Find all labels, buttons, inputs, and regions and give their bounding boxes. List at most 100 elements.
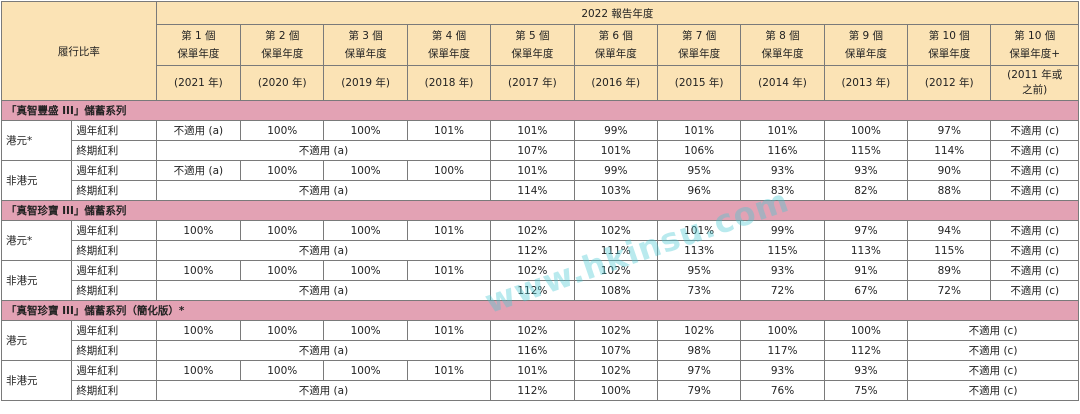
policy-year-header: 第 6 個保單年度 [573,24,658,66]
bonus-type-label: 終期紅利 [71,140,157,161]
policy-year-label: 保單年度 [344,48,387,60]
ratio-cell: 102% [573,220,658,241]
not-applicable-cell: 不適用 (a) [155,340,492,361]
bonus-type-label: 週年紅利 [71,160,157,181]
ratio-cell: 不適用 (c) [990,260,1079,281]
ratio-cell: 73% [656,280,742,301]
section-title: 「真智豐盛 III」儲蓄系列 [1,100,1079,121]
ratio-cell: 101% [406,260,492,281]
policy-year-header: 第 3 個保單年度 [323,24,408,66]
ratio-cell: 106% [656,140,742,161]
ratio-cell: 114% [490,180,575,201]
ratio-cell: 113% [823,240,909,261]
ratio-cell: 100% [406,160,492,181]
ratio-cell: 99% [573,160,658,181]
ratio-cell: 72% [740,280,825,301]
ratio-cell: 102% [490,260,575,281]
policy-year-number: 第 7 個 [681,30,717,42]
calendar-year-header: (2014 年) [740,65,825,101]
ratio-cell: 不適用 (a) [155,120,242,141]
calendar-year: (2018 年) [424,76,474,89]
ratio-cell: 101% [490,360,575,381]
ratio-cell: 100% [240,160,325,181]
ratio-cell: 83% [740,180,825,201]
ratio-cell: 100% [323,120,408,141]
ratio-cell: 不適用 (c) [990,220,1079,241]
policy-year-label: 保單年度 [261,48,304,60]
section-header-row: 「真智珍寶 III」儲蓄系列 [1,200,1079,221]
ratio-cell: 96% [656,180,742,201]
policy-year-label: 保單年度 [177,48,220,60]
ratio-cell: 97% [907,120,992,141]
terminal-bonus-row: 終期紅利 不適用 (a) 112% 100% 79% 76% 75% 不適用 (c) [2,380,1079,401]
calendar-year: (2012 年) [924,76,974,89]
ratio-cell: 102% [656,320,742,341]
section-header-row: 「真智豐盛 III」儲蓄系列 [1,100,1079,121]
policy-year-number: 第 10 個 [1014,30,1056,42]
bonus-type-label: 週年紅利 [71,220,157,241]
ratio-cell: 107% [573,340,658,361]
ratio-cell: 100% [155,360,242,381]
ratio-cell: 101% [406,360,492,381]
report-year-header: 2022 報告年度 [155,1,1080,25]
ratio-cell: 91% [823,260,909,281]
ratio-cell: 不適用 (c) [990,160,1079,181]
annual-bonus-row: 非港元 週年紅利 不適用 (a) 100% 100% 100% 101% 99% 95% 93% 9… [0,160,1079,201]
policy-year-header: 第 9 個保單年度 [823,24,909,66]
bonus-type-label: 週年紅利 [71,320,157,341]
policy-year-header: 第 8 個保單年度 [740,24,825,66]
ratio-cell: 97% [823,220,909,241]
ratio-cell: 100% [240,220,325,241]
terminal-bonus-row: 終期紅利 不適用 (a) 116% 107% 98% 117% 112% 不適用 (c) [2,340,1079,361]
calendar-year: (2011 年或 [1007,69,1063,81]
not-applicable-cell: 不適用 (a) [155,180,492,201]
ratio-cell: 100% [323,360,408,381]
ratio-cell: 100% [823,320,909,341]
corner-header: 履行比率 [1,1,157,101]
annual-bonus-row: 港元 週年紅利 100% 100% 100% 101% 102% 102% 102% 100% 10… [0,320,1079,361]
ratio-cell: 100% [323,320,408,341]
ratio-cell: 101% [490,120,575,141]
policy-year-header: 第 10 個保單年度+ [990,24,1079,66]
ratio-cell: 99% [573,120,658,141]
ratio-cell: 100% [573,380,658,401]
policy-year-number: 第 3 個 [348,30,383,42]
ratio-cell: 102% [573,320,658,341]
ratio-cell: 不適用 (c) [907,380,1079,401]
ratio-cell: 不適用 (c) [907,340,1079,361]
policy-year-header: 第 2 個保單年度 [240,24,325,66]
ratio-cell: 116% [740,140,825,161]
annual-bonus-row: 港元* 週年紅利 100% 100% 100% 101% 102% 102% 101% 99% 97… [0,220,1079,261]
ratio-cell: 100% [155,320,242,341]
ratio-cell: 111% [573,240,658,261]
not-applicable-cell: 不適用 (a) [155,280,492,301]
calendar-year: (2021 年) [173,76,223,89]
policy-year-label: 保單年度 [844,48,887,60]
policy-year-number: 第 8 個 [765,30,800,42]
policy-year-label: 保單年度 [678,48,721,60]
ratio-cell: 115% [823,140,909,161]
terminal-bonus-row: 終期紅利 不適用 (a) 114% 103% 96% 83% 82% 88% 不適用 (c) [2,180,1079,201]
currency-label: 港元* [0,220,73,261]
policy-year-label: 保單年度+ [1009,48,1061,60]
ratio-cell: 不適用 (c) [990,180,1079,201]
ratio-cell: 112% [490,240,575,261]
bonus-type-label: 終期紅利 [71,380,157,401]
annual-bonus-row: 非港元 週年紅利 100% 100% 100% 101% 102% 102% 95% 93% 91%… [0,260,1079,301]
ratio-cell: 75% [823,380,909,401]
bonus-type-label: 終期紅利 [71,340,157,361]
ratio-cell: 108% [573,280,658,301]
annual-bonus-row: 港元* 週年紅利 不適用 (a) 100% 100% 101% 101% 99% 101% 101… [0,120,1079,161]
ratio-cell: 100% [240,360,325,381]
policy-year-number: 第 5 個 [515,30,550,42]
ratio-cell: 100% [155,220,242,241]
ratio-cell: 112% [490,280,575,301]
calendar-year-header: (2018 年) [406,65,492,101]
ratio-cell: 82% [823,180,909,201]
calendar-year-header: (2015 年) [656,65,742,101]
ratio-cell: 101% [406,220,492,241]
bonus-type-label: 週年紅利 [71,120,157,141]
ratio-cell: 不適用 (c) [907,360,1079,381]
ratio-cell: 116% [490,340,575,361]
policy-year-label: 保單年度 [761,48,804,60]
